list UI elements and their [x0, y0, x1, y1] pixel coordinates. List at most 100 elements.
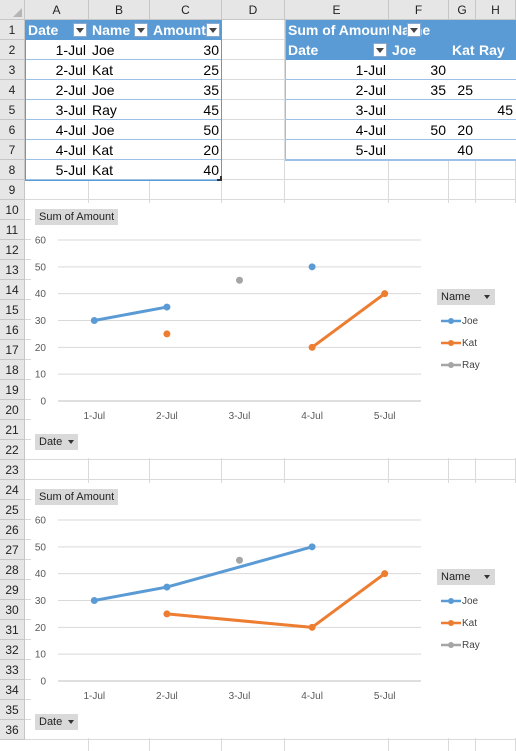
source-cell-amount[interactable]: 40 [150, 160, 222, 180]
legend-item-kat[interactable]: Kat [441, 337, 516, 351]
row-header-18[interactable]: 18 [0, 360, 25, 380]
values-field-button[interactable]: Sum of Amount [35, 489, 119, 505]
row-header-14[interactable]: 14 [0, 280, 25, 300]
row-header-13[interactable]: 13 [0, 260, 25, 280]
row-header-10[interactable]: 10 [0, 200, 25, 220]
filter-dropdown-icon[interactable] [134, 23, 148, 37]
source-cell-name[interactable]: Kat [89, 60, 150, 80]
column-header-h[interactable]: H [476, 0, 516, 20]
row-header-34[interactable]: 34 [0, 680, 25, 700]
pivot-value-cell[interactable] [449, 60, 476, 80]
filter-dropdown-icon[interactable] [407, 23, 421, 37]
filter-dropdown-icon[interactable] [206, 23, 220, 37]
pivot-col-item-kat[interactable]: Kat [449, 40, 476, 60]
pivot-value-cell[interactable]: 40 [449, 140, 476, 160]
row-header-31[interactable]: 31 [0, 620, 25, 640]
source-cell-name[interactable]: Ray [89, 100, 150, 120]
row-header-24[interactable]: 24 [0, 480, 25, 500]
row-header-26[interactable]: 26 [0, 520, 25, 540]
source-header-amount[interactable]: Amount [150, 20, 222, 40]
column-header-c[interactable]: C [150, 0, 222, 20]
axis-field-button[interactable]: Date [35, 434, 79, 450]
pivot-row-label[interactable]: 4-Jul [285, 120, 389, 140]
pivot-rows-field[interactable]: Date [285, 40, 389, 60]
pivot-row-label[interactable]: 2-Jul [285, 80, 389, 100]
filter-dropdown-icon[interactable] [373, 43, 387, 57]
pivot-value-cell[interactable]: 20 [449, 120, 476, 140]
source-cell-name[interactable]: Joe [89, 40, 150, 60]
row-header-28[interactable]: 28 [0, 560, 25, 580]
row-header-2[interactable]: 2 [0, 40, 25, 60]
pivot-value-cell[interactable]: 25 [449, 80, 476, 100]
pivot-value-cell[interactable] [476, 120, 516, 140]
legend-field-button[interactable]: Name [437, 569, 495, 585]
row-header-36[interactable]: 36 [0, 720, 25, 740]
pivot-value-cell[interactable]: 50 [389, 120, 449, 140]
legend-item-joe[interactable]: Joe [441, 595, 516, 609]
row-header-6[interactable]: 6 [0, 120, 25, 140]
column-header-b[interactable]: B [89, 0, 150, 20]
row-header-22[interactable]: 22 [0, 440, 25, 460]
source-cell-amount[interactable]: 25 [150, 60, 222, 80]
pivot-value-cell[interactable] [389, 140, 449, 160]
source-cell-amount[interactable]: 20 [150, 140, 222, 160]
row-header-3[interactable]: 3 [0, 60, 25, 80]
source-cell-amount[interactable]: 35 [150, 80, 222, 100]
source-cell-date[interactable]: 2-Jul [25, 80, 89, 100]
row-header-30[interactable]: 30 [0, 600, 25, 620]
legend-field-button[interactable]: Name [437, 289, 495, 305]
pivot-value-cell[interactable] [476, 80, 516, 100]
pivot-row-label[interactable]: 5-Jul [285, 140, 389, 160]
source-header-name[interactable]: Name [89, 20, 150, 40]
row-header-25[interactable]: 25 [0, 500, 25, 520]
pivot-row-label[interactable]: 3-Jul [285, 100, 389, 120]
pivot-value-cell[interactable]: 45 [476, 100, 516, 120]
column-header-f[interactable]: F [389, 0, 449, 20]
source-cell-date[interactable]: 4-Jul [25, 120, 89, 140]
row-header-29[interactable]: 29 [0, 580, 25, 600]
legend-item-ray[interactable]: Ray [441, 359, 516, 373]
row-header-35[interactable]: 35 [0, 700, 25, 720]
row-header-15[interactable]: 15 [0, 300, 25, 320]
legend-item-kat[interactable]: Kat [441, 617, 516, 631]
row-header-33[interactable]: 33 [0, 660, 25, 680]
select-all-corner[interactable] [0, 0, 25, 20]
pivot-chart-1[interactable]: Sum of Amount 0 10 20 30 40 50 60 1-Jul 2-Jul 3-J… [31, 203, 516, 458]
pivot-value-cell[interactable] [449, 100, 476, 120]
row-header-16[interactable]: 16 [0, 320, 25, 340]
pivot-value-cell[interactable] [389, 100, 449, 120]
pivot-col-item-joe[interactable]: Joe [389, 40, 449, 60]
pivot-row-label[interactable]: 1-Jul [285, 60, 389, 80]
column-header-d[interactable]: D [222, 0, 285, 20]
source-cell-date[interactable]: 5-Jul [25, 160, 89, 180]
row-header-27[interactable]: 27 [0, 540, 25, 560]
values-field-button[interactable]: Sum of Amount [35, 209, 119, 225]
legend-item-ray[interactable]: Ray [441, 639, 516, 653]
column-header-e[interactable]: E [285, 0, 389, 20]
legend-item-joe[interactable]: Joe [441, 315, 516, 329]
source-header-date[interactable]: Date [25, 20, 89, 40]
row-header-23[interactable]: 23 [0, 460, 25, 480]
pivot-chart-2[interactable]: Sum of Amount 0 10 20 30 40 50 60 1-Jul 2-Jul 3-J… [31, 483, 516, 738]
source-cell-amount[interactable]: 30 [150, 40, 222, 60]
source-cell-date[interactable]: 1-Jul [25, 40, 89, 60]
pivot-col-item-ray[interactable]: Ray [476, 40, 516, 60]
row-header-12[interactable]: 12 [0, 240, 25, 260]
pivot-value-cell[interactable] [476, 140, 516, 160]
source-cell-name[interactable]: Joe [89, 80, 150, 100]
row-header-32[interactable]: 32 [0, 640, 25, 660]
pivot-value-cell[interactable]: 35 [389, 80, 449, 100]
row-header-19[interactable]: 19 [0, 380, 25, 400]
source-cell-amount[interactable]: 50 [150, 120, 222, 140]
table-resize-handle[interactable] [217, 176, 222, 181]
axis-field-button[interactable]: Date [35, 714, 79, 730]
source-cell-name[interactable]: Joe [89, 120, 150, 140]
filter-dropdown-icon[interactable] [73, 23, 87, 37]
row-header-9[interactable]: 9 [0, 180, 25, 200]
source-cell-date[interactable]: 2-Jul [25, 60, 89, 80]
row-header-20[interactable]: 20 [0, 400, 25, 420]
source-cell-amount[interactable]: 45 [150, 100, 222, 120]
source-cell-date[interactable]: 4-Jul [25, 140, 89, 160]
row-header-1[interactable]: 1 [0, 20, 25, 40]
row-header-11[interactable]: 11 [0, 220, 25, 240]
